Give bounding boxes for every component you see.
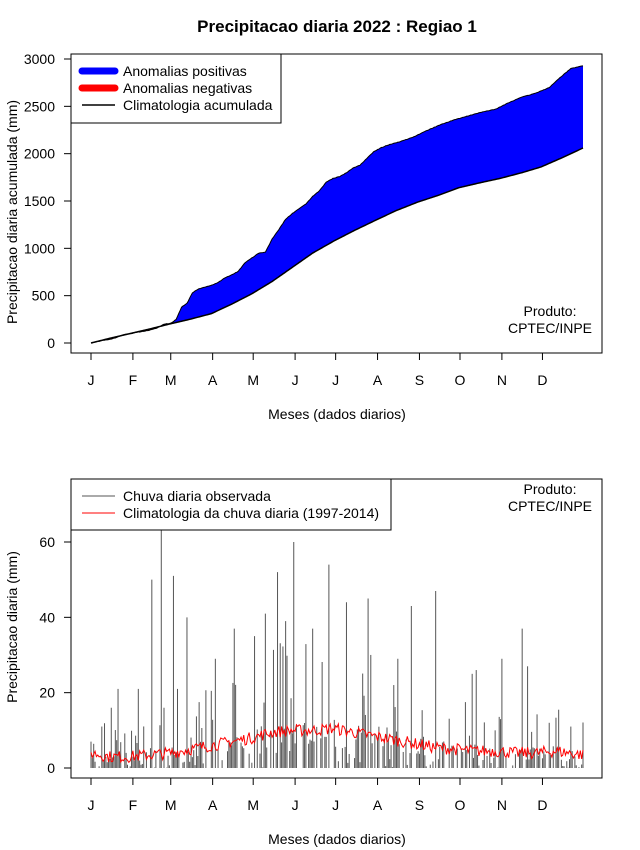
accumulated-x-tick-label: F [129, 372, 138, 388]
accumulated-x-tick-label: A [373, 372, 383, 388]
daily-x-tick-label: J [292, 797, 299, 813]
accumulated-y-tick-label: 1500 [24, 193, 55, 209]
accumulated-x-tick-label: O [455, 372, 466, 388]
legend-label-observed: Chuva diaria observada [123, 488, 271, 504]
accumulated-legend: Anomalias positivas Anomalias negativas … [70, 53, 282, 124]
daily-panel: 0 20 40 60 J F M A M J J A S O N D Precipitacao diaria… [4, 478, 603, 847]
daily-y-tick-label: 0 [47, 760, 55, 776]
accumulated-x-label: Meses (dados diarios) [268, 406, 406, 422]
accumulated-y-label: Precipitacao diaria acumulada (mm) [4, 100, 20, 324]
legend-label-negative: Anomalias negativas [123, 80, 252, 96]
accumulated-x-tick-label: A [208, 372, 218, 388]
accumulated-x-tick-label: M [247, 372, 259, 388]
accumulated-x-tick-label: N [497, 372, 507, 388]
accumulated-y-axis: 0 500 1000 1500 2000 2500 3000 [24, 51, 72, 351]
daily-marks [90, 526, 584, 768]
daily-x-tick-label: J [332, 797, 339, 813]
accumulated-marks [90, 65, 584, 344]
daily-x-tick-label: S [415, 797, 424, 813]
figure-title: Precipitacao diaria 2022 : Regiao 1 [197, 17, 477, 36]
legend-label-positive: Anomalias positivas [123, 63, 247, 79]
daily-y-tick-label: 40 [39, 609, 55, 625]
accumulated-x-tick-label: J [88, 372, 95, 388]
accumulated-panel: 0 500 1000 1500 2000 2500 3000 J F M A M J J A S O N D Pr… [4, 51, 603, 422]
daily-x-tick-label: N [497, 797, 507, 813]
accumulated-y-tick-label: 500 [32, 288, 56, 304]
accumulated-x-tick-label: J [332, 372, 339, 388]
accumulated-y-tick-label: 2500 [24, 98, 55, 114]
observed-accumulated-line [91, 65, 584, 344]
daily-legend: Chuva diaria observada Climatologia da c… [70, 478, 392, 531]
daily-x-tick-label: A [373, 797, 383, 813]
daily-y-tick-label: 60 [39, 534, 55, 550]
accumulated-x-tick-label: S [415, 372, 424, 388]
accumulated-x-tick-label: J [292, 372, 299, 388]
daily-x-tick-label: M [165, 797, 177, 813]
product-label-line1: Produto: [524, 303, 577, 319]
product-label-line2: CPTEC/INPE [508, 320, 592, 336]
daily-x-label: Meses (dados diarios) [268, 831, 406, 847]
daily-legend-box [70, 478, 392, 531]
daily-x-tick-label: M [247, 797, 259, 813]
accumulated-y-tick-label: 1000 [24, 240, 55, 256]
climatology-accumulated-line [90, 147, 584, 344]
accumulated-x-tick-label: M [165, 372, 177, 388]
daily-x-tick-label: D [537, 797, 547, 813]
daily-x-tick-label: A [208, 797, 218, 813]
accumulated-y-tick-label: 2000 [24, 146, 55, 162]
legend-label-daily-climatology: Climatologia da chuva diaria (1997-2014) [123, 505, 379, 521]
product-label-line2-bottom: CPTEC/INPE [508, 498, 592, 514]
legend-label-climatology: Climatologia acumulada [123, 97, 273, 113]
accumulated-y-tick-label: 3000 [24, 51, 55, 67]
daily-climatology-line [90, 722, 584, 764]
daily-y-axis: 0 20 40 60 [39, 534, 72, 776]
daily-x-tick-label: O [455, 797, 466, 813]
accumulated-x-tick-label: D [537, 372, 547, 388]
daily-x-tick-label: J [88, 797, 95, 813]
product-label-line1-bottom: Produto: [524, 481, 577, 497]
daily-y-label: Precipitacao diaria (mm) [4, 551, 20, 703]
daily-x-tick-label: F [129, 797, 138, 813]
accumulated-y-tick-label: 0 [47, 335, 55, 351]
daily-y-tick-label: 20 [39, 685, 55, 701]
positive-anomaly-area [159, 65, 583, 327]
